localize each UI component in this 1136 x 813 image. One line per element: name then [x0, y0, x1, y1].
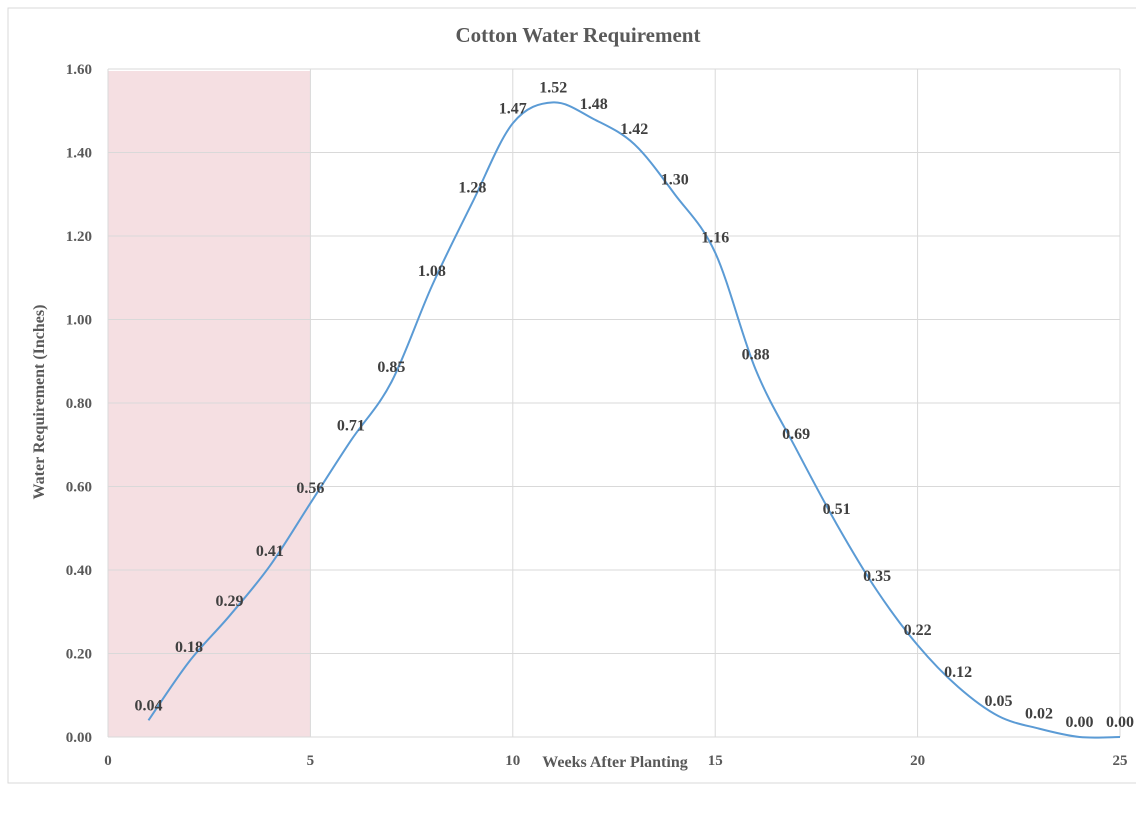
y-axis-ticks: 0.00 0.20 0.40 0.60 0.80 1.00 1.20 1.40 1.60	[66, 62, 92, 746]
data-label: 0.12	[944, 664, 972, 681]
gridlines	[107, 68, 1121, 738]
data-label: 0.85	[377, 359, 405, 376]
data-label: 0.41	[256, 543, 284, 560]
x-tick-label: 10	[505, 753, 520, 769]
data-label: 0.35	[863, 568, 891, 585]
y-tick-label: 0.80	[66, 396, 92, 412]
data-label: 0.05	[985, 693, 1013, 710]
y-axis-title: Water Requirement (Inches)	[31, 305, 48, 500]
data-labels: 0.04 0.18 0.29 0.41 0.56 0.71 0.85 1.08 1.28 1.47…	[134, 79, 1134, 731]
chart-border	[7, 7, 1136, 784]
data-label: 1.30	[661, 171, 689, 188]
data-label: 1.16	[701, 230, 729, 247]
y-tick-label: 1.20	[66, 229, 92, 245]
data-label: 1.08	[418, 263, 446, 280]
y-tick-label: 0.40	[66, 563, 92, 579]
data-label: 0.88	[742, 347, 770, 364]
y-tick-label: 0.20	[66, 647, 92, 663]
data-label: 0.69	[782, 426, 810, 443]
data-label: 1.47	[499, 100, 527, 117]
data-label: 1.52	[539, 79, 567, 96]
data-label: 0.71	[337, 418, 365, 435]
early-weeks-highlight-layer	[108, 71, 311, 737]
chart-title: Cotton Water Requirement	[456, 23, 701, 47]
series-layer	[147, 101, 1121, 739]
y-tick-label: 1.00	[66, 313, 92, 329]
data-label: 0.00	[1066, 714, 1094, 731]
data-label: 1.48	[580, 96, 608, 113]
data-label: 0.56	[296, 480, 324, 497]
x-axis-title: Weeks After Planting	[542, 754, 687, 771]
series-line	[147, 101, 1121, 739]
data-label: 0.18	[175, 639, 203, 656]
x-tick-label: 5	[307, 753, 315, 769]
y-tick-label: 1.40	[66, 146, 92, 162]
data-label: 1.42	[620, 121, 648, 138]
data-label: 0.04	[134, 697, 162, 714]
data-label: 0.00	[1106, 714, 1134, 731]
x-tick-label: 25	[1113, 753, 1128, 769]
data-label: 0.51	[823, 501, 851, 518]
data-label: 0.29	[215, 593, 243, 610]
early-weeks-highlight	[108, 71, 311, 737]
y-tick-label: 0.00	[66, 730, 92, 746]
x-tick-label: 15	[708, 753, 723, 769]
data-label: 0.22	[904, 622, 932, 639]
data-label: 0.02	[1025, 706, 1053, 723]
data-label: 1.28	[458, 180, 486, 197]
x-tick-label: 0	[104, 753, 112, 769]
x-axis-ticks: 0 5 10 15 20 25	[104, 753, 1127, 769]
y-tick-label: 1.60	[66, 62, 92, 78]
y-tick-label: 0.60	[66, 480, 92, 496]
x-tick-label: 20	[910, 753, 925, 769]
